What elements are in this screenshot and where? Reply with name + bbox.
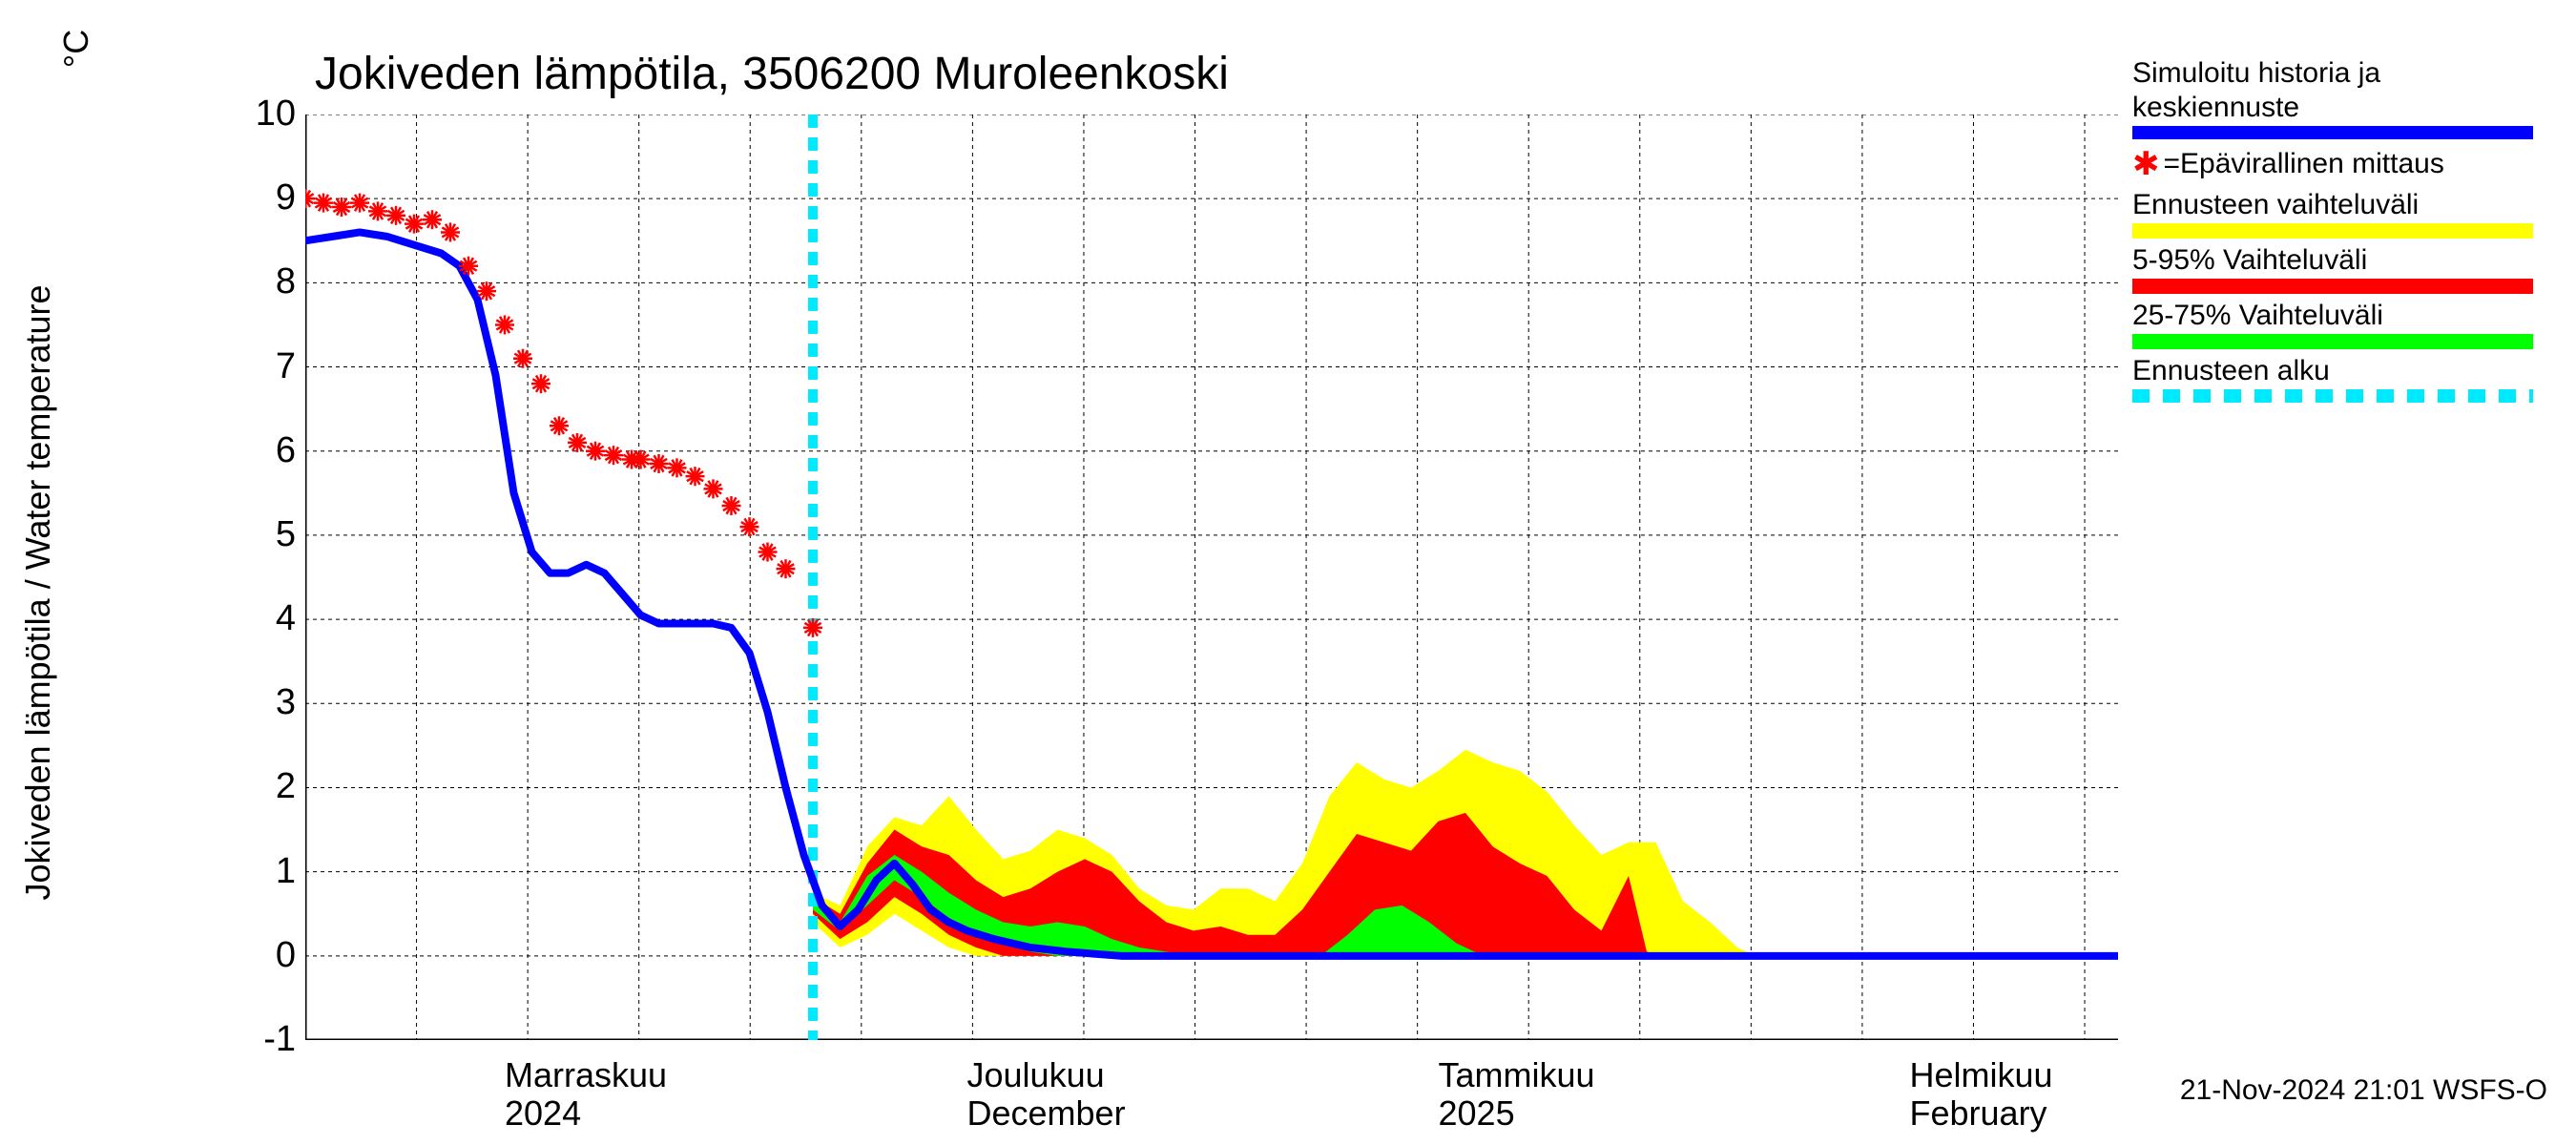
legend-text: =Epävirallinen mittaus — [2164, 148, 2444, 180]
x-tick-label-top: Joulukuu — [967, 1055, 1105, 1095]
legend-text: Ennusteen vaihteluväli — [2132, 189, 2552, 221]
footer-timestamp: 21-Nov-2024 21:01 WSFS-O — [2180, 1074, 2547, 1107]
y-tick-label: 7 — [239, 346, 296, 387]
legend-item: 25-75% Vaihteluväli — [2132, 300, 2552, 349]
legend-swatch — [2132, 389, 2533, 403]
chart-container: °C Jokiveden lämpötila / Water temperatu… — [0, 0, 2576, 1145]
legend: Simuloitu historia jakeskiennuste ✱=Epävi… — [2132, 57, 2552, 408]
x-tick-label-bot: December — [967, 1093, 1126, 1134]
y-tick-label: 10 — [239, 94, 296, 135]
legend-swatch — [2132, 334, 2533, 349]
y-axis-unit: °C — [56, 30, 96, 68]
y-tick-label: 9 — [239, 177, 296, 219]
y-tick-label: 4 — [239, 598, 296, 639]
y-tick-label: 1 — [239, 851, 296, 892]
legend-marker-icon: ✱ — [2132, 145, 2160, 183]
legend-item: ✱=Epävirallinen mittaus — [2132, 145, 2552, 183]
legend-text: Ennusteen alku — [2132, 355, 2552, 387]
x-tick-label-top: Marraskuu — [505, 1055, 667, 1095]
plot-svg — [305, 114, 2118, 1040]
y-tick-label: 2 — [239, 766, 296, 807]
x-tick-label-bot: 2024 — [505, 1093, 581, 1134]
chart-title: Jokiveden lämpötila, 3506200 Muroleenkos… — [315, 48, 1229, 100]
y-axis-label: Jokiveden lämpötila / Water temperature — [18, 285, 58, 901]
x-tick-label-top: Tammikuu — [1439, 1055, 1595, 1095]
legend-item: Simuloitu historia jakeskiennuste — [2132, 57, 2552, 139]
y-tick-label: 0 — [239, 935, 296, 976]
y-tick-label: -1 — [239, 1019, 296, 1060]
legend-item: Ennusteen vaihteluväli — [2132, 189, 2552, 239]
y-tick-label: 3 — [239, 682, 296, 723]
legend-text: Simuloitu historia ja — [2132, 57, 2552, 90]
x-tick-label-bot: February — [1910, 1093, 2047, 1134]
y-tick-label: 8 — [239, 261, 296, 302]
legend-item: 5-95% Vaihteluväli — [2132, 244, 2552, 294]
legend-item: Ennusteen alku — [2132, 355, 2552, 403]
legend-text: 5-95% Vaihteluväli — [2132, 244, 2552, 277]
legend-text: 25-75% Vaihteluväli — [2132, 300, 2552, 332]
legend-text: keskiennuste — [2132, 92, 2552, 124]
y-tick-label: 6 — [239, 430, 296, 471]
x-tick-label-top: Helmikuu — [1910, 1055, 2053, 1095]
y-tick-label: 5 — [239, 514, 296, 555]
x-tick-label-bot: 2025 — [1439, 1093, 1515, 1134]
legend-swatch — [2132, 279, 2533, 294]
legend-swatch — [2132, 126, 2533, 139]
legend-swatch — [2132, 223, 2533, 239]
